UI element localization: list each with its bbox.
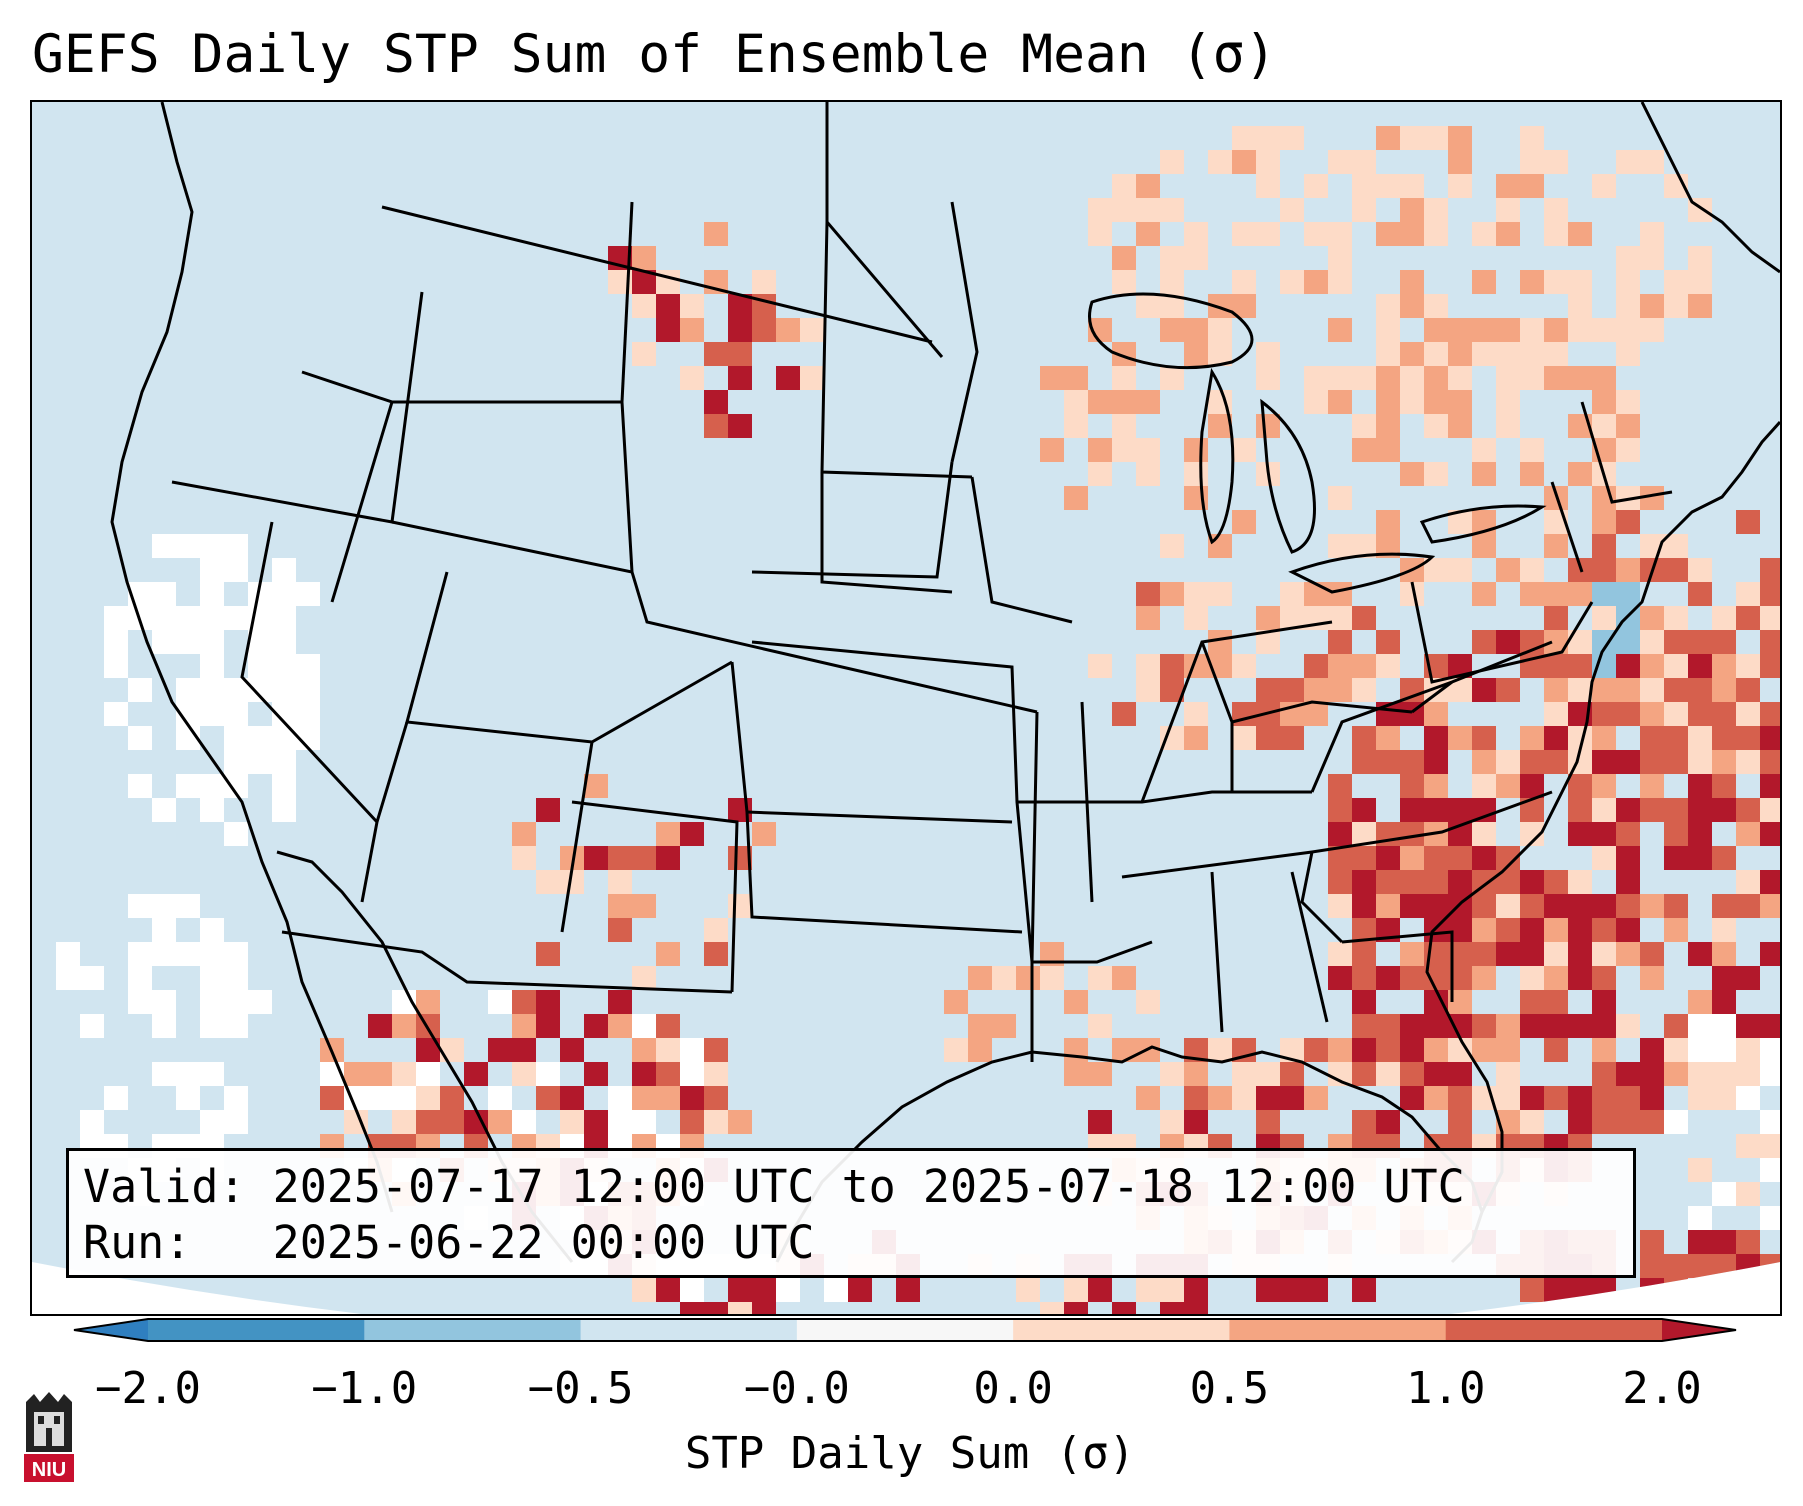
colorbar-tick-label: 1.0 <box>1405 1363 1486 1414</box>
colorbar-label: STP Daily Sum (σ) <box>684 1428 1136 1479</box>
colorbar-tick-label: −0.5 <box>527 1363 634 1414</box>
run-label: Run: <box>83 1216 192 1269</box>
niu-logo: NIU <box>24 1392 74 1482</box>
colorbar-tick-label: −2.0 <box>95 1363 201 1414</box>
valid-label: Valid: <box>83 1160 246 1213</box>
map-panel[interactable] <box>30 100 1782 1316</box>
niu-logo-badge <box>24 1454 74 1482</box>
colorbar-tick-label: 0.5 <box>1189 1363 1270 1414</box>
colorbar-segment <box>1445 1319 1663 1341</box>
colorbar-extend-low <box>74 1319 148 1341</box>
colorbar-tick-label: −1.0 <box>311 1363 418 1414</box>
colorbar-tick-label: 0.0 <box>973 1363 1053 1414</box>
chart-title: GEFS Daily STP Sum of Ensemble Mean (σ) <box>32 24 1277 85</box>
colorbar-tick-label: 2.0 <box>1622 1363 1702 1414</box>
colorbar-extend-high <box>1662 1319 1736 1341</box>
svg-text:NIU: NIU <box>32 1459 66 1481</box>
coastline-outline <box>110 102 1780 1264</box>
valid-value: 2025-07-17 12:00 UTC to 2025-07-18 12:00… <box>272 1160 1465 1213</box>
state-borders <box>171 102 1673 1062</box>
colorbar-segment <box>580 1319 798 1341</box>
colorbar-segment <box>364 1319 582 1341</box>
colorbar <box>73 1318 1737 1342</box>
info-box: Valid: 2025-07-17 12:00 UTC to 2025-07-1… <box>66 1148 1636 1278</box>
colorbar-segment <box>148 1319 365 1341</box>
great-lakes <box>1088 292 1547 594</box>
colorbar-segment <box>1229 1319 1447 1341</box>
colorbar-segment <box>796 1319 1014 1341</box>
map-canvas[interactable] <box>32 102 1780 1314</box>
colorbar-segment <box>1013 1319 1230 1341</box>
run-value: 2025-06-22 00:00 UTC <box>272 1216 815 1269</box>
colorbar-tick-label: −0.0 <box>743 1363 850 1414</box>
